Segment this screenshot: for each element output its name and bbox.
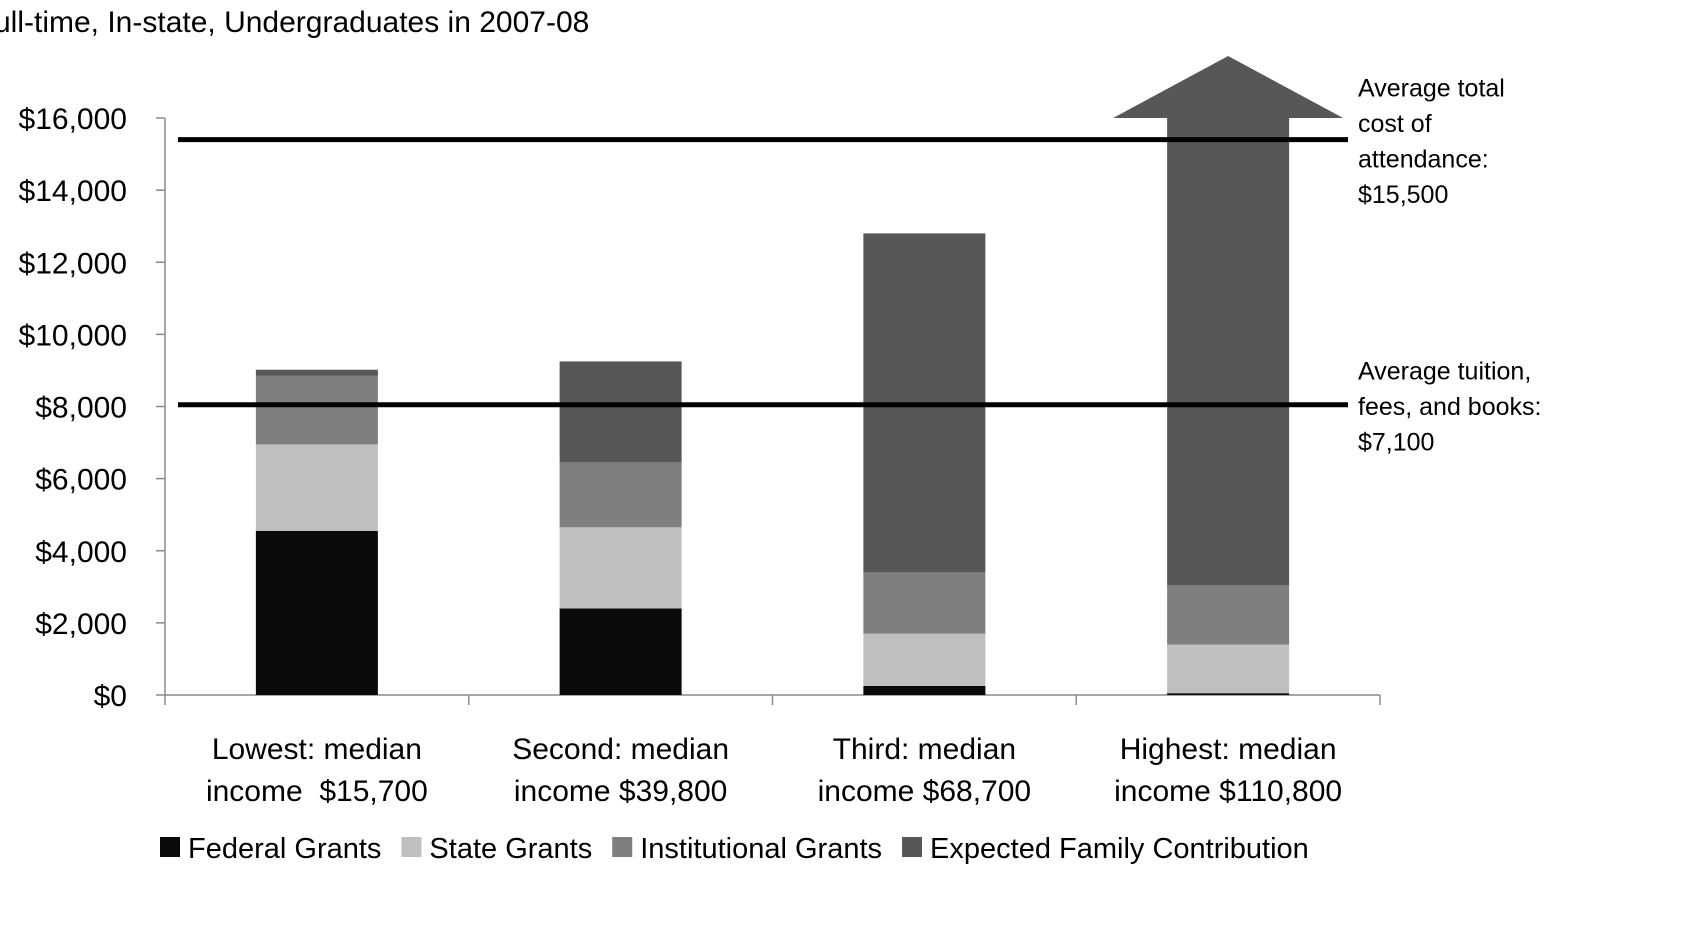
legend-item: State Grants [401, 833, 592, 865]
x-axis-labels: Lowest: median income $15,700 Second: medi… [206, 733, 1342, 808]
bar-segment [863, 685, 986, 695]
legend-item: Institutional Grants [612, 833, 882, 865]
bar-segment [255, 369, 378, 376]
x-axis [164, 694, 1381, 705]
bar-segment [1167, 116, 1290, 586]
category-label: Lowest: median [212, 733, 422, 766]
category-label: Third: median [833, 733, 1016, 766]
chart-title: ull-time, In-state, Undergraduates in 20… [0, 6, 589, 39]
reference-line-label: $7,100 [1358, 428, 1434, 456]
reference-line-label: fees, and books: [1358, 393, 1541, 421]
bar-segment [255, 530, 378, 695]
bar-segment [255, 444, 378, 531]
legend-swatch [160, 837, 180, 857]
y-tick-label: $10,000 [19, 319, 127, 352]
y-tick-label: $12,000 [19, 247, 127, 280]
y-tick-label: $2,000 [35, 608, 127, 641]
legend-label: Expected Family Contribution [930, 833, 1309, 865]
y-tick-label: $8,000 [35, 392, 127, 425]
legend: Federal Grants State Grants Institutional … [160, 833, 1309, 865]
reference-line-label: Average total [1358, 75, 1505, 103]
legend-swatch [612, 837, 633, 857]
bars [255, 116, 1290, 695]
legend-label: Institutional Grants [640, 833, 882, 865]
category-label: income $68,700 [818, 775, 1032, 808]
legend-label: State Grants [429, 833, 592, 865]
bar-segment [863, 572, 986, 634]
legend-item: Expected Family Contribution [902, 833, 1309, 865]
up-arrow-icon [1113, 56, 1344, 118]
bar-segment [1167, 693, 1290, 695]
y-tick-label: $0 [94, 680, 127, 713]
bar-segment [255, 375, 378, 445]
y-tick-label: $14,000 [19, 175, 127, 208]
bar-segment [863, 633, 986, 686]
category-label: income $15,700 [206, 775, 428, 808]
category-label: Highest: median [1120, 733, 1337, 766]
category-label: Second: median [512, 733, 729, 766]
reference-line-label: attendance: [1358, 146, 1489, 174]
arrow-group [1113, 56, 1344, 118]
y-tick-label: $16,000 [19, 103, 127, 136]
legend-label: Federal Grants [188, 833, 381, 865]
bar-segment [559, 462, 682, 528]
bar-segment [559, 361, 682, 463]
bar-segment [1167, 585, 1290, 645]
reference-line-label: cost of [1358, 110, 1432, 138]
bar-segment [559, 608, 682, 695]
category-label: income $110,800 [1114, 775, 1342, 808]
legend-swatch [401, 837, 422, 857]
y-tick-label: $4,000 [35, 536, 127, 569]
legend-item: Federal Grants [160, 833, 381, 865]
category-label: income $39,800 [514, 775, 728, 808]
y-axis: $0 $2,000 $4,000 $6,000 $8,000 $10,000 $12,000… [19, 103, 166, 713]
reference-line-label: Average tuition, [1358, 357, 1531, 385]
reference-line-label: $15,500 [1358, 181, 1448, 209]
bar-segment [1167, 644, 1290, 694]
y-tick-label: $6,000 [35, 464, 127, 497]
reference-lines: Average total cost of attendance: $15,500 Av… [178, 75, 1541, 456]
legend-swatch [902, 837, 923, 857]
bar-segment [559, 527, 682, 609]
